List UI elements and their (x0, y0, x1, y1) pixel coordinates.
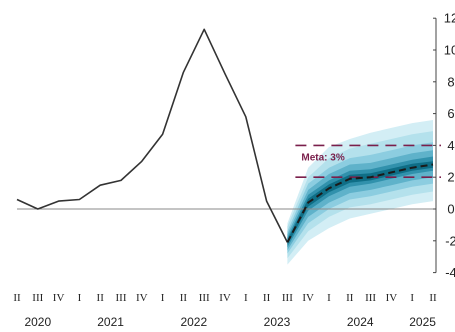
quarter-label: IV (53, 292, 65, 304)
year-label: 2024 (347, 315, 374, 329)
quarter-label: III (282, 292, 293, 304)
quarter-label: IV (136, 292, 148, 304)
quarter-label: IV (302, 292, 314, 304)
y-tick-label: -4 (445, 265, 455, 280)
y-tick-label: -2 (445, 233, 455, 248)
x-axis-year-ticks: 2020 2021 2022 2023 2024 2025 (24, 315, 436, 329)
history-line (16, 28, 289, 243)
quarter-label: III (199, 292, 210, 304)
quarter-label: III (365, 292, 376, 304)
y-tick-label: 12 (444, 11, 455, 26)
y-tick-label: 8 (447, 74, 454, 89)
target-label: Meta: 3% (301, 152, 344, 163)
series-lines (16, 28, 434, 243)
quarter-label: I (78, 292, 82, 304)
forecast-line (286, 163, 434, 243)
quarter-label: II (263, 292, 271, 304)
year-label: 2025 (409, 315, 436, 329)
year-label: 2020 (24, 315, 51, 329)
y-tick-label: 0 (447, 202, 454, 217)
quarter-label: III (32, 292, 43, 304)
quarter-label: I (410, 292, 414, 304)
quarter-label: III (116, 292, 127, 304)
y-tick-label: 6 (447, 106, 454, 121)
quarter-label: I (244, 292, 248, 304)
quarter-label: II (429, 292, 437, 304)
quarter-label: I (161, 292, 165, 304)
quarter-label: II (13, 292, 21, 304)
year-label: 2023 (264, 315, 291, 329)
forecast-fan (287, 120, 433, 265)
y-tick-label: 2 (447, 170, 454, 185)
quarter-label: II (97, 292, 105, 304)
quarter-label: IV (386, 292, 398, 304)
quarter-label: IV (219, 292, 231, 304)
y-tick-label: 4 (447, 138, 454, 153)
quarter-label: II (180, 292, 188, 304)
year-label: 2021 (97, 315, 124, 329)
x-axis-quarter-ticks: II III IV I II III IV I II III IV I II III IV I II III IV I… (13, 292, 437, 304)
y-tick-label: 10 (444, 43, 455, 58)
quarter-label: II (346, 292, 354, 304)
year-label: 2022 (180, 315, 207, 329)
y-axis-ticks: 12 10 8 6 4 2 0 -2 -4 (433, 11, 455, 280)
quarter-label: I (327, 292, 331, 304)
